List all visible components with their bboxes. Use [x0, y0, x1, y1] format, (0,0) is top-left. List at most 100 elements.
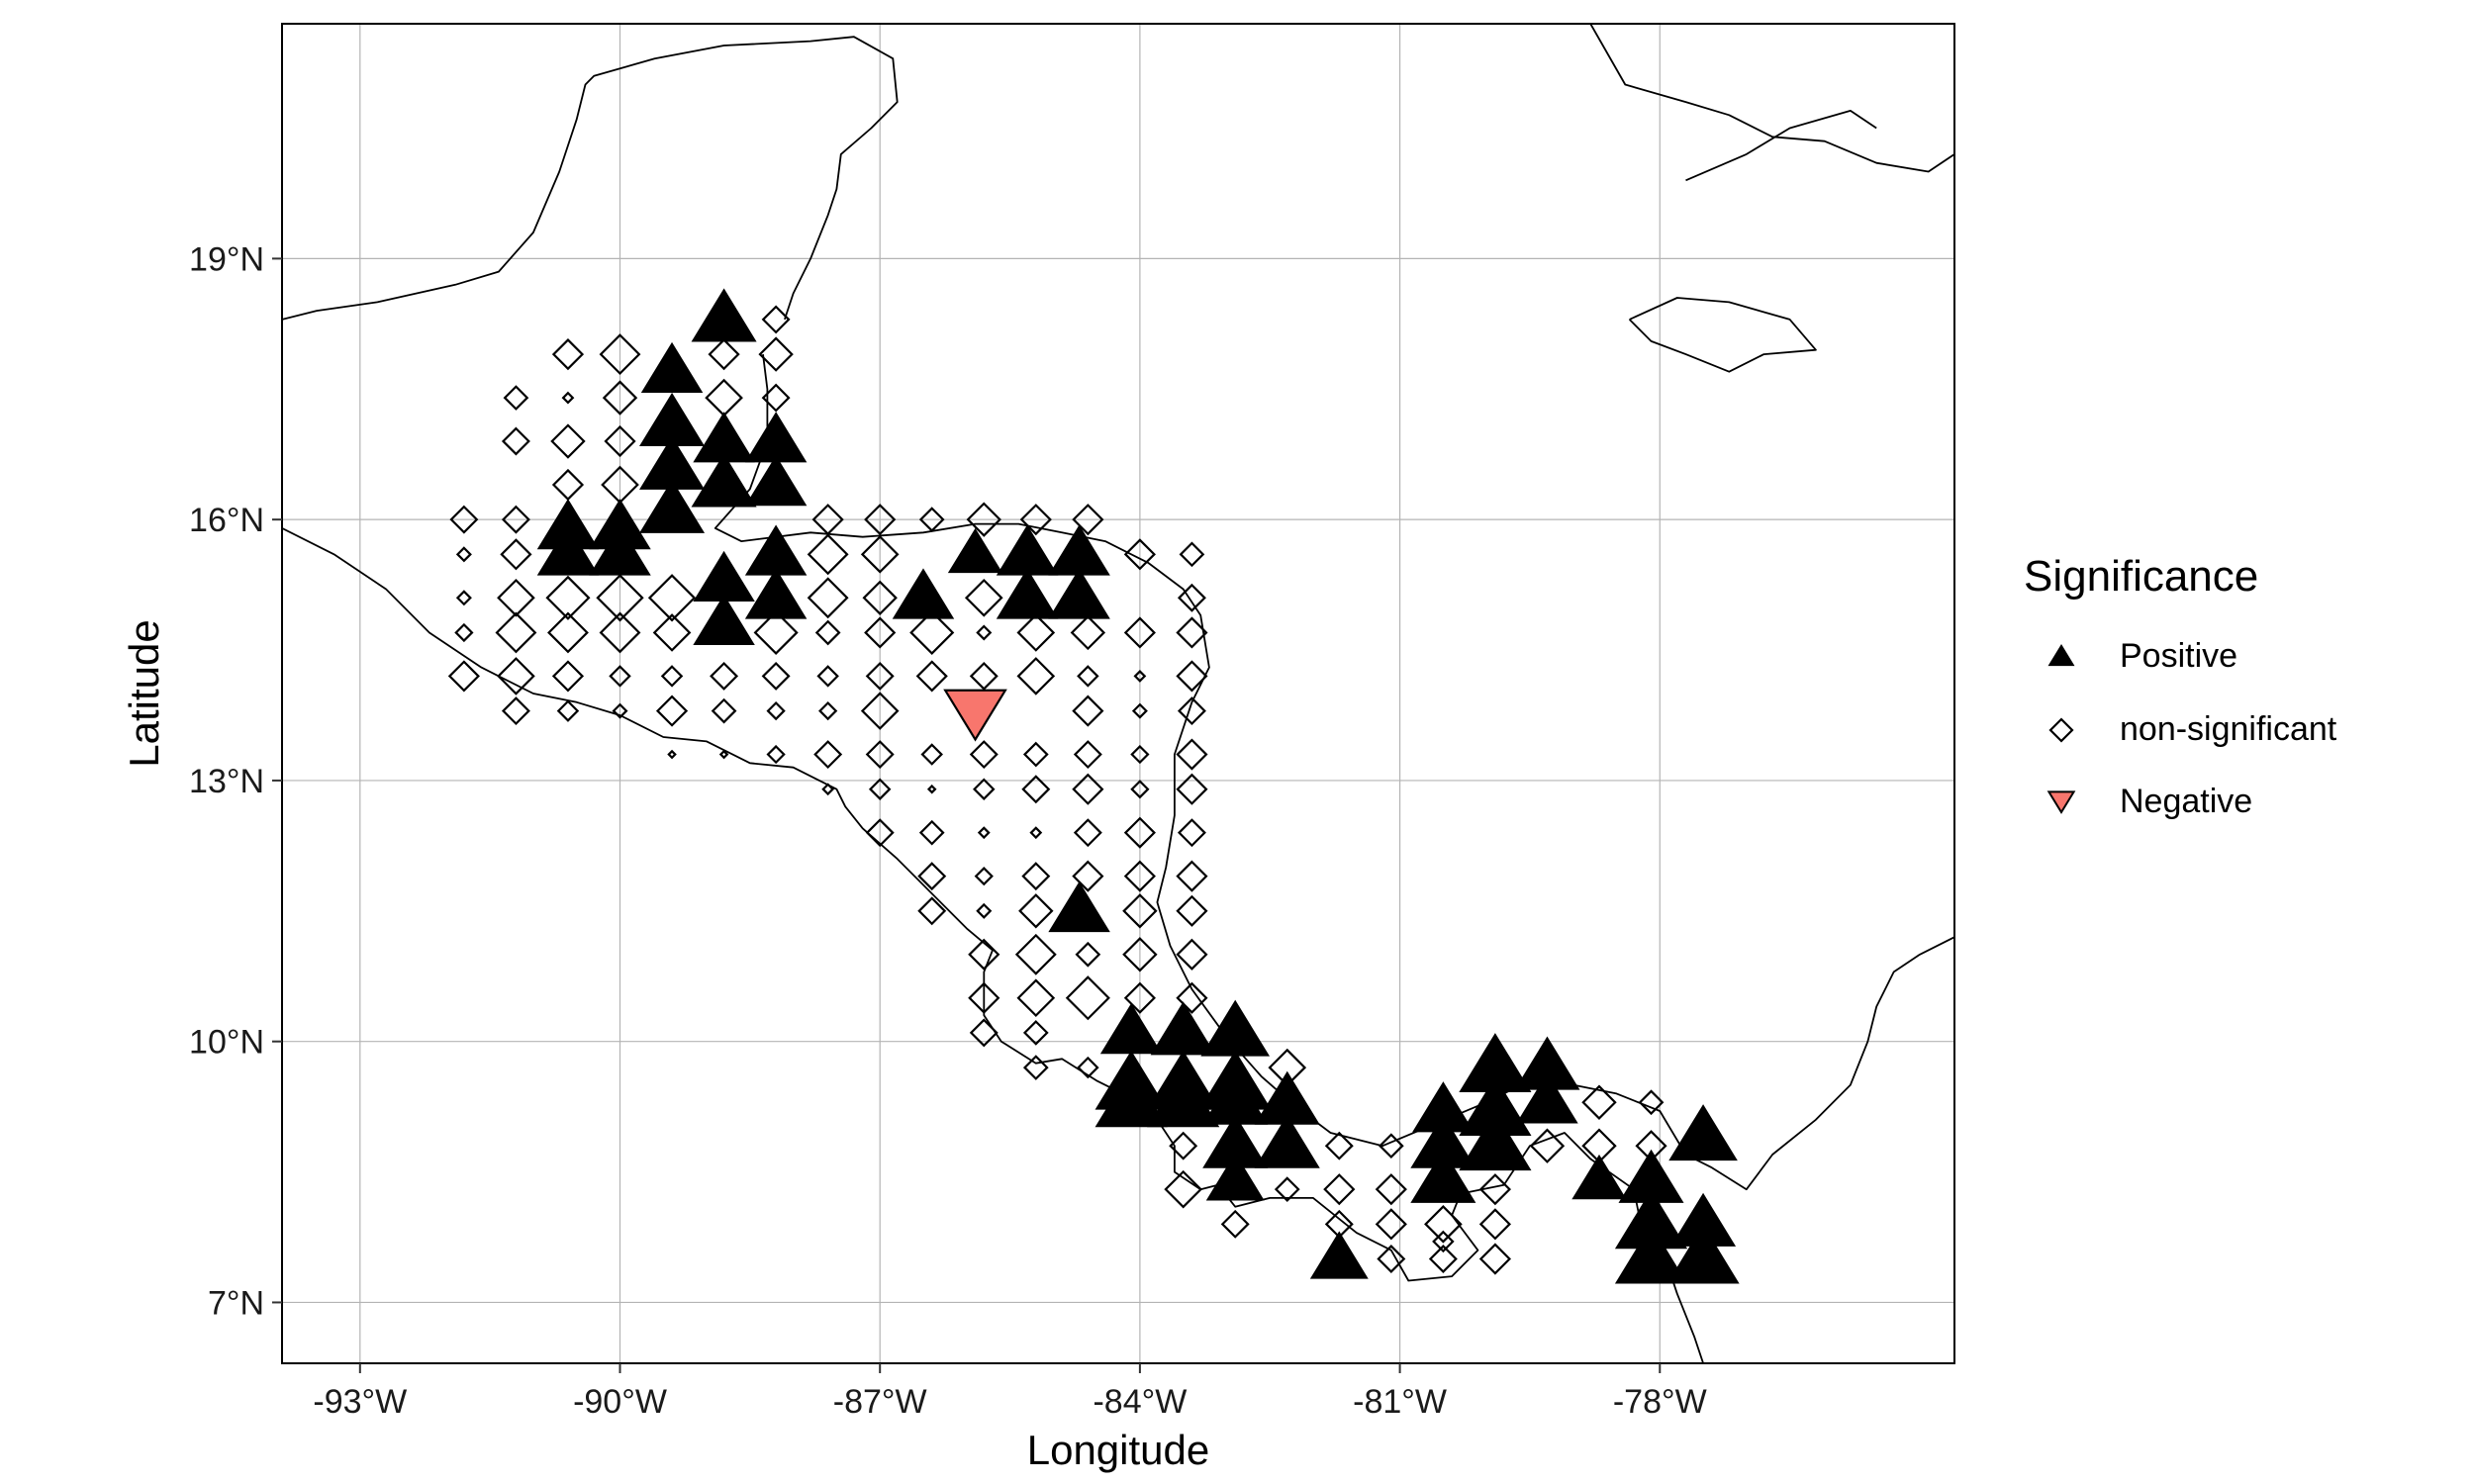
- marker-non-significant: [711, 697, 737, 724]
- marker-non-significant: [868, 778, 892, 800]
- marker-non-significant: [1177, 696, 1206, 726]
- marker-non-significant: [860, 535, 900, 574]
- marker-non-significant: [1123, 981, 1156, 1014]
- marker-non-significant: [753, 609, 799, 656]
- marker-non-significant: [1072, 773, 1104, 805]
- marker-non-significant: [976, 902, 993, 919]
- marker-non-significant: [1021, 775, 1051, 804]
- legend-label-non-significant: non-significant: [2120, 710, 2337, 748]
- significance-markers: [447, 288, 1740, 1284]
- map-panel-border: [281, 23, 1955, 1364]
- marker-non-significant: [501, 696, 530, 726]
- marker-non-significant: [964, 578, 1003, 617]
- marker-non-significant: [969, 1018, 999, 1048]
- x-axis-ticks: -93°W -90°W -87°W -84°W -81°W -78°W: [313, 1363, 1707, 1421]
- marker-non-significant: [1432, 1230, 1455, 1253]
- marker-positive: [1094, 1067, 1168, 1128]
- marker-non-significant: [865, 661, 895, 691]
- coastline-2: [714, 353, 1954, 1191]
- marker-non-significant: [1176, 894, 1208, 927]
- marker-non-significant: [818, 700, 838, 721]
- marker-non-significant: [1176, 981, 1208, 1014]
- marker-positive: [1048, 881, 1110, 933]
- marker-non-significant: [612, 702, 628, 719]
- marker-non-significant: [1177, 818, 1206, 848]
- marker-non-significant: [1176, 660, 1208, 693]
- marker-non-significant: [1123, 538, 1156, 571]
- marker-non-significant: [821, 783, 835, 796]
- marker-non-significant: [1123, 816, 1156, 849]
- marker-non-significant: [807, 533, 849, 576]
- marker-non-significant: [968, 981, 1000, 1014]
- marker-non-significant: [596, 574, 644, 622]
- marker-non-significant: [1638, 1089, 1665, 1116]
- marker-non-significant: [761, 661, 791, 691]
- marker-non-significant: [710, 661, 739, 691]
- marker-non-significant: [909, 609, 955, 656]
- marker-positive: [1147, 1067, 1220, 1128]
- y-tick-label: 10°N: [189, 1024, 264, 1062]
- marker-non-significant: [1073, 818, 1102, 848]
- marker-non-significant: [920, 743, 943, 766]
- marker-non-significant: [918, 507, 945, 533]
- marker-non-significant: [599, 611, 641, 654]
- marker-positive: [693, 594, 755, 645]
- x-tick-label: -93°W: [313, 1383, 407, 1421]
- marker-non-significant: [865, 818, 895, 848]
- marker-non-significant: [1176, 860, 1208, 892]
- marker-non-significant: [660, 665, 684, 688]
- marker-non-significant: [1428, 1245, 1458, 1273]
- marker-non-significant: [1323, 1173, 1356, 1206]
- marker-positive: [892, 568, 955, 619]
- marker-non-significant: [1123, 860, 1156, 892]
- marker-positive: [1205, 1153, 1265, 1201]
- marker-non-significant: [708, 338, 740, 371]
- marker-positive: [744, 455, 808, 507]
- marker-non-significant: [547, 611, 589, 654]
- marker-positive: [947, 527, 1003, 574]
- marker-positive: [1666, 1224, 1740, 1284]
- marker-non-significant: [864, 504, 897, 536]
- marker-non-significant: [926, 784, 937, 794]
- marker-non-significant: [860, 692, 900, 730]
- marker-non-significant: [602, 380, 638, 416]
- marker-non-significant: [766, 744, 786, 765]
- marker-non-significant: [454, 622, 474, 643]
- y-tick-label: 13°N: [189, 763, 264, 800]
- marker-non-significant: [976, 624, 993, 641]
- marker-non-significant: [761, 305, 791, 334]
- marker-non-significant: [1424, 1205, 1463, 1244]
- marker-non-significant: [1478, 1243, 1511, 1275]
- marker-non-significant: [1130, 780, 1150, 799]
- marker-non-significant: [503, 385, 529, 411]
- marker-non-significant: [813, 740, 843, 770]
- marker-non-significant: [1176, 938, 1208, 971]
- legend-keys: [2046, 644, 2076, 814]
- marker-non-significant: [1077, 665, 1099, 688]
- x-axis-title: Longitude: [1027, 1427, 1210, 1473]
- marker-non-significant: [918, 819, 945, 846]
- marker-non-significant: [1122, 937, 1158, 973]
- y-tick-label: 16°N: [189, 502, 264, 539]
- marker-non-significant: [1164, 1169, 1202, 1209]
- marker-non-significant: [761, 383, 791, 413]
- marker-non-significant: [807, 577, 849, 619]
- marker-non-significant: [1378, 1133, 1404, 1159]
- legend-key-non-significant: [2048, 717, 2074, 743]
- marker-non-significant: [1072, 860, 1104, 892]
- marker-non-significant: [647, 574, 697, 622]
- marker-non-significant: [915, 660, 948, 693]
- marker-positive: [1309, 1231, 1369, 1279]
- marker-negative: [943, 689, 1007, 742]
- marker-non-significant: [969, 740, 999, 770]
- marker-positive: [1571, 1154, 1627, 1200]
- marker-non-significant: [1021, 862, 1051, 891]
- marker-non-significant: [1133, 670, 1147, 683]
- marker-positive: [640, 341, 704, 393]
- x-tick-label: -87°W: [833, 1383, 927, 1421]
- marker-non-significant: [973, 778, 996, 800]
- marker-non-significant: [599, 333, 641, 376]
- marker-non-significant: [968, 938, 1000, 971]
- marker-non-significant: [1375, 1208, 1407, 1241]
- map-panel-background: [282, 24, 1954, 1363]
